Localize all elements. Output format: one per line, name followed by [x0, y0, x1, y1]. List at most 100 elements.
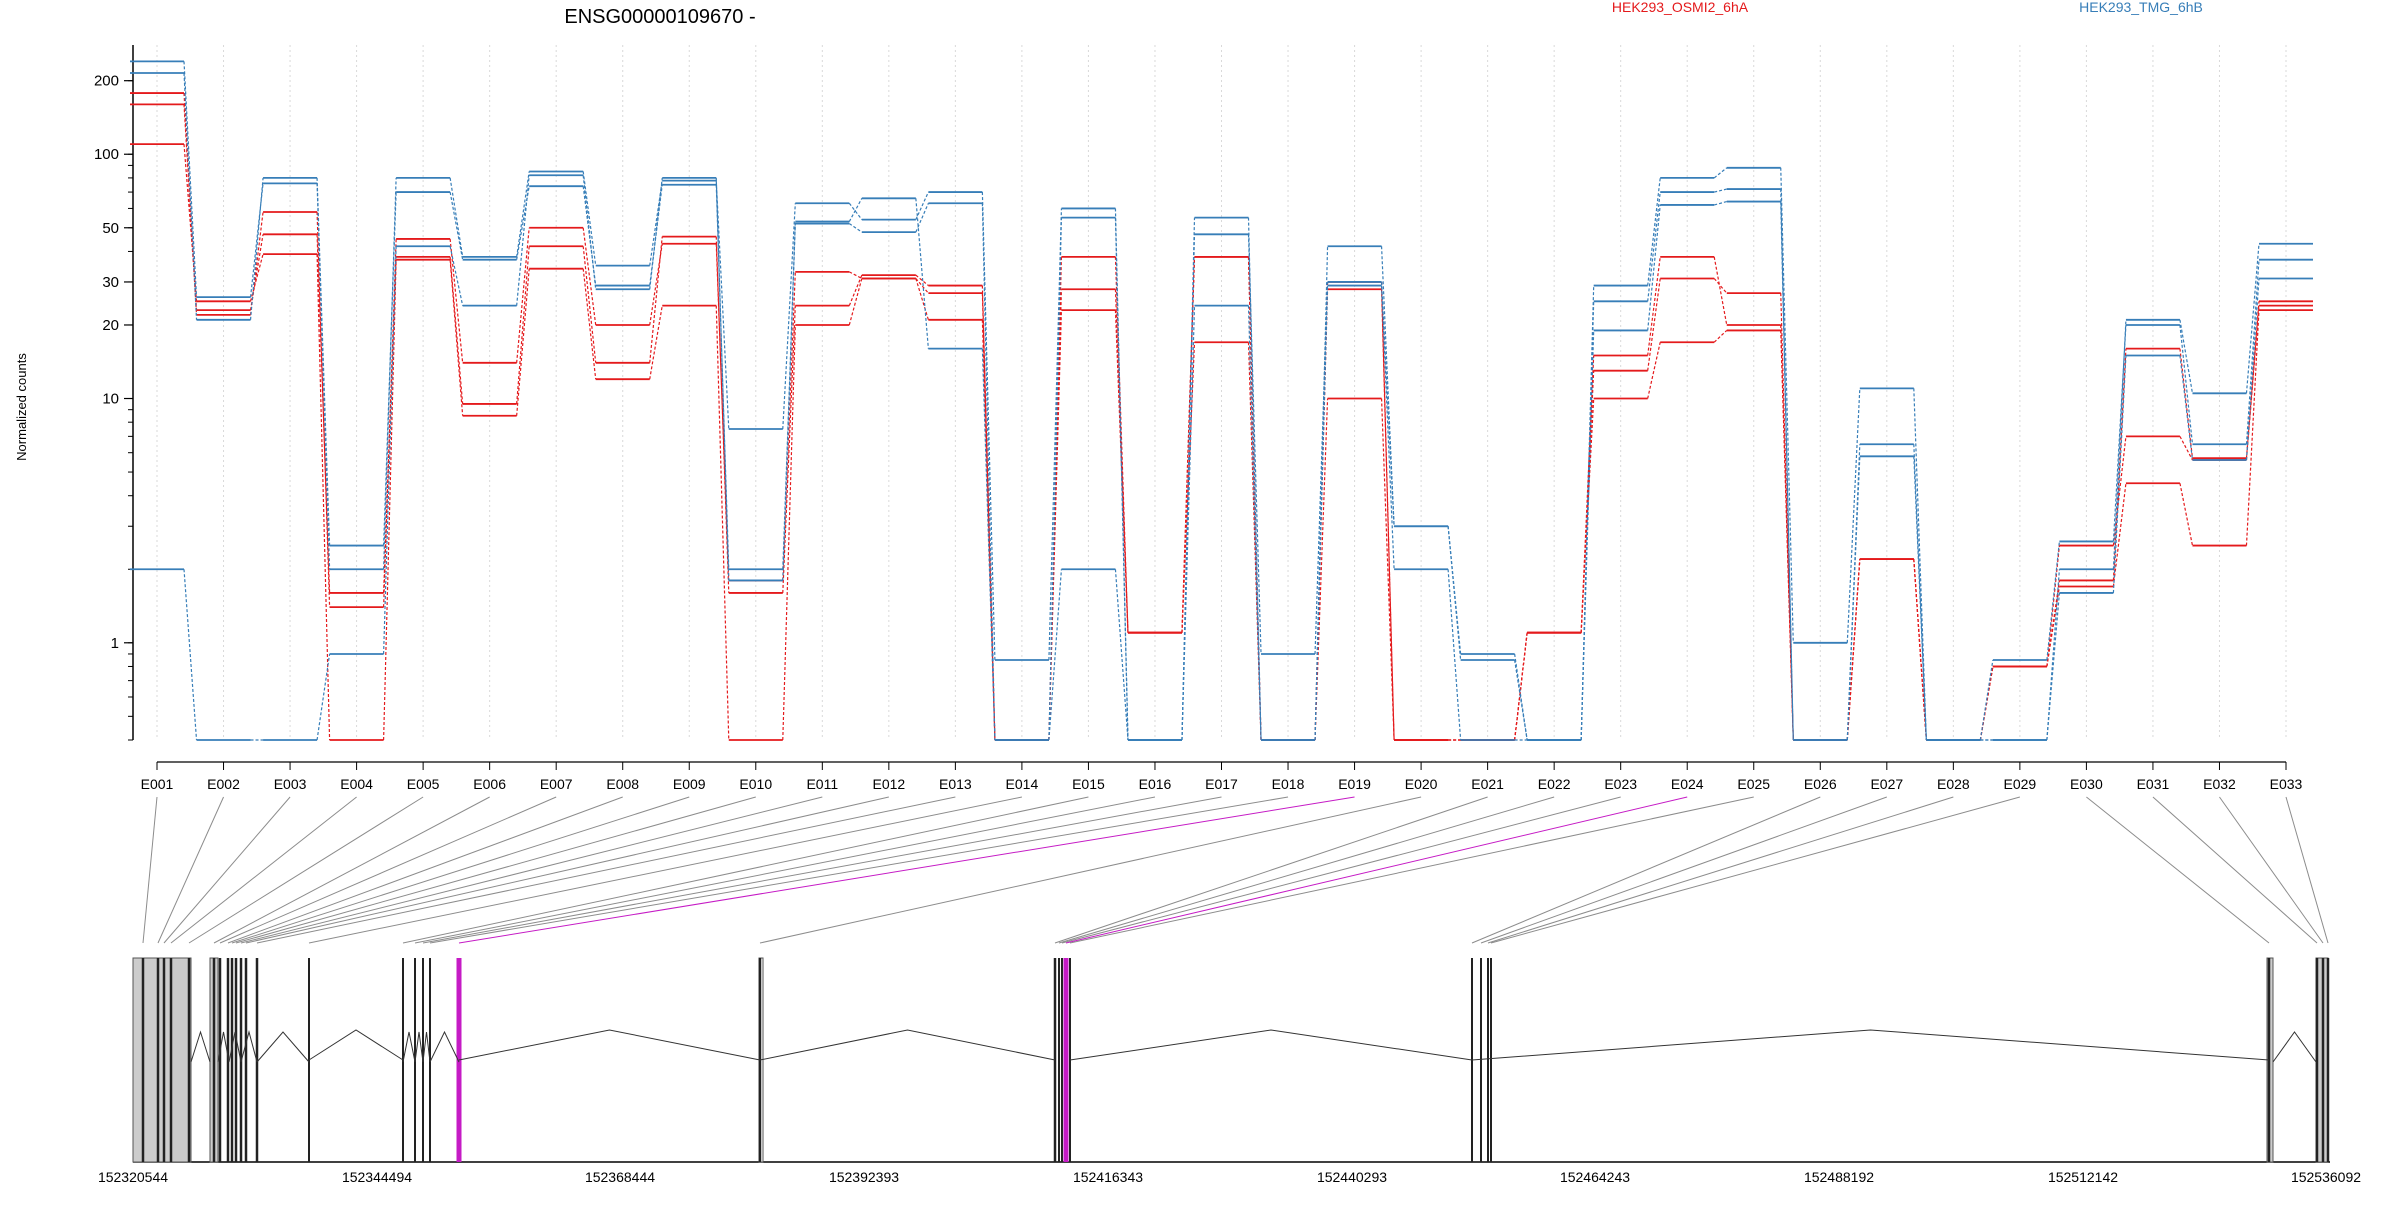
x-tick-label: E019: [1338, 776, 1371, 792]
connector-line: [1487, 796, 1954, 944]
x-tick-label: E027: [1870, 776, 1903, 792]
connector-line: [219, 796, 557, 944]
intron-chevron: [190, 1030, 211, 1063]
exon-marker: [2315, 958, 2319, 1162]
genomic-coordinate-label: 152464243: [1560, 1169, 1630, 1185]
y-tick-label: 50: [102, 220, 119, 237]
connector-line: [142, 796, 158, 944]
series-connector: [1048, 208, 1063, 661]
x-tick-label: E008: [606, 776, 639, 792]
series-connector: [582, 175, 597, 290]
connector-line: [402, 796, 1089, 944]
y-axis-label: Normalized counts: [14, 353, 29, 461]
series-connector: [1979, 659, 1994, 741]
x-tick-label: E007: [540, 776, 573, 792]
x-tick-label: E006: [473, 776, 506, 792]
intron-chevron: [429, 1030, 460, 1063]
connector-line: [163, 796, 291, 944]
series-connector: [1447, 526, 1462, 661]
x-tick-label: E011: [806, 776, 838, 792]
x-tick-label: E017: [1205, 776, 1238, 792]
series-connector: [848, 278, 863, 326]
intron-chevron: [1069, 1029, 1473, 1061]
series-connector: [1048, 569, 1063, 741]
series-connector: [782, 223, 796, 570]
series-connector: [582, 227, 597, 326]
x-tick-label: E033: [2270, 776, 2303, 792]
series-connector: [2245, 310, 2260, 546]
series-connector: [1780, 167, 1794, 643]
intron-chevron: [240, 1030, 258, 1063]
x-tick-label: E016: [1139, 776, 1172, 792]
intron-chevron: [256, 1031, 310, 1063]
connector-line: [1069, 796, 1754, 944]
series-connector: [1048, 217, 1063, 741]
series-connector: [848, 274, 863, 306]
intron-chevron: [217, 1031, 230, 1063]
series-connector: [1247, 305, 1262, 741]
intron-chevron: [422, 1031, 431, 1063]
connector-line: [256, 796, 956, 944]
series-connector: [183, 144, 198, 302]
x-tick-label: E012: [872, 776, 905, 792]
chart-title: ENSG00000109670 -: [564, 6, 755, 28]
series-connector: [1114, 217, 1129, 741]
connector-line: [2152, 796, 2318, 944]
connector-line: [1054, 796, 1488, 944]
series-connector: [915, 203, 929, 233]
connector-line: [2086, 796, 2270, 944]
x-tick-label: E029: [2004, 776, 2037, 792]
connector-line: [213, 796, 490, 944]
series-connector: [1380, 246, 1395, 527]
series-connector: [848, 198, 863, 222]
x-tick-label: E009: [673, 776, 706, 792]
series-connector: [1913, 444, 1927, 741]
series-connector: [848, 223, 863, 233]
series-2: [130, 103, 2313, 741]
series-connector: [516, 186, 530, 260]
series-connector: [449, 259, 464, 416]
series-connector: [1647, 342, 1661, 399]
connector-line: [1490, 796, 2021, 944]
series-connector: [183, 72, 198, 320]
x-tick-label: E026: [1804, 776, 1837, 792]
series-connector: [2112, 324, 2127, 542]
series-connector: [2046, 569, 2061, 741]
genomic-coordinate-label: 152320544: [98, 1169, 168, 1185]
series-connector: [2046, 545, 2061, 667]
series-connector: [249, 183, 264, 298]
series-connector: [316, 177, 331, 546]
series-connector: [2112, 436, 2127, 546]
series-connector: [782, 324, 796, 741]
connector-line: [188, 796, 424, 944]
series-connector: [2179, 355, 2194, 461]
series-connector: [582, 268, 597, 380]
x-tick-label: E030: [2070, 776, 2103, 792]
intron-chevron: [759, 1029, 1056, 1061]
x-tick-label: E002: [207, 776, 240, 792]
series-connector: [1514, 632, 1528, 741]
x-tick-label: E010: [739, 776, 772, 792]
series-connector: [582, 171, 597, 266]
genomic-coordinate-label: 152392393: [829, 1169, 899, 1185]
series-connector: [316, 653, 331, 741]
genomic-coordinate-label: 152512142: [2048, 1169, 2118, 1185]
x-tick-label: E014: [1006, 776, 1039, 792]
series-connector: [1314, 285, 1329, 741]
series-connector: [2046, 592, 2061, 741]
connector-line: [414, 796, 1156, 944]
series-connector: [649, 236, 663, 363]
series-connector: [1780, 189, 1794, 741]
exon-marker: [141, 958, 145, 1162]
exon-marker: [2321, 958, 2325, 1162]
connector-line: [170, 796, 357, 944]
series-connector: [516, 246, 530, 405]
intron-chevron: [402, 1031, 416, 1063]
series-connector: [249, 253, 264, 302]
series-connector: [2179, 436, 2193, 461]
series-connector: [1447, 569, 1462, 741]
connector-line: [1480, 796, 1887, 944]
series-connector: [1647, 204, 1661, 331]
x-tick-label: E005: [407, 776, 440, 792]
